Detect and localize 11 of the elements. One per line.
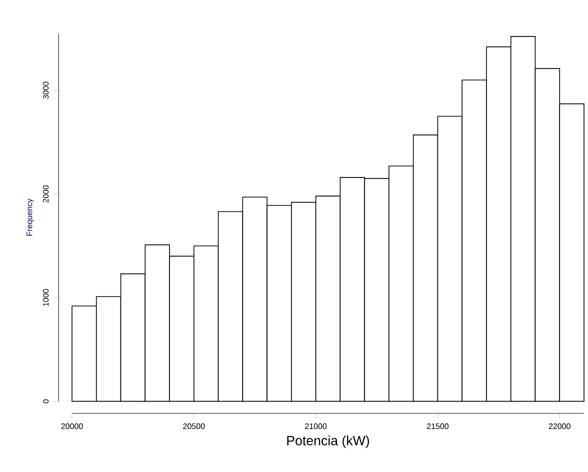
- x-tick-label: 20000: [61, 423, 83, 430]
- y-axis-title: Frequency: [26, 198, 34, 236]
- y-tick-label: 3000: [42, 82, 49, 99]
- x-tick-label: 21500: [426, 423, 449, 430]
- y-tick-label: 0: [42, 399, 49, 404]
- x-tick-label: 20500: [183, 423, 205, 430]
- x-tick-label: 22000: [548, 423, 570, 430]
- y-tick-label: 1000: [42, 289, 49, 306]
- x-axis-title: Potencia (kW): [287, 436, 370, 448]
- x-tick-label: 21000: [305, 423, 327, 430]
- y-tick-label: 2000: [42, 185, 49, 203]
